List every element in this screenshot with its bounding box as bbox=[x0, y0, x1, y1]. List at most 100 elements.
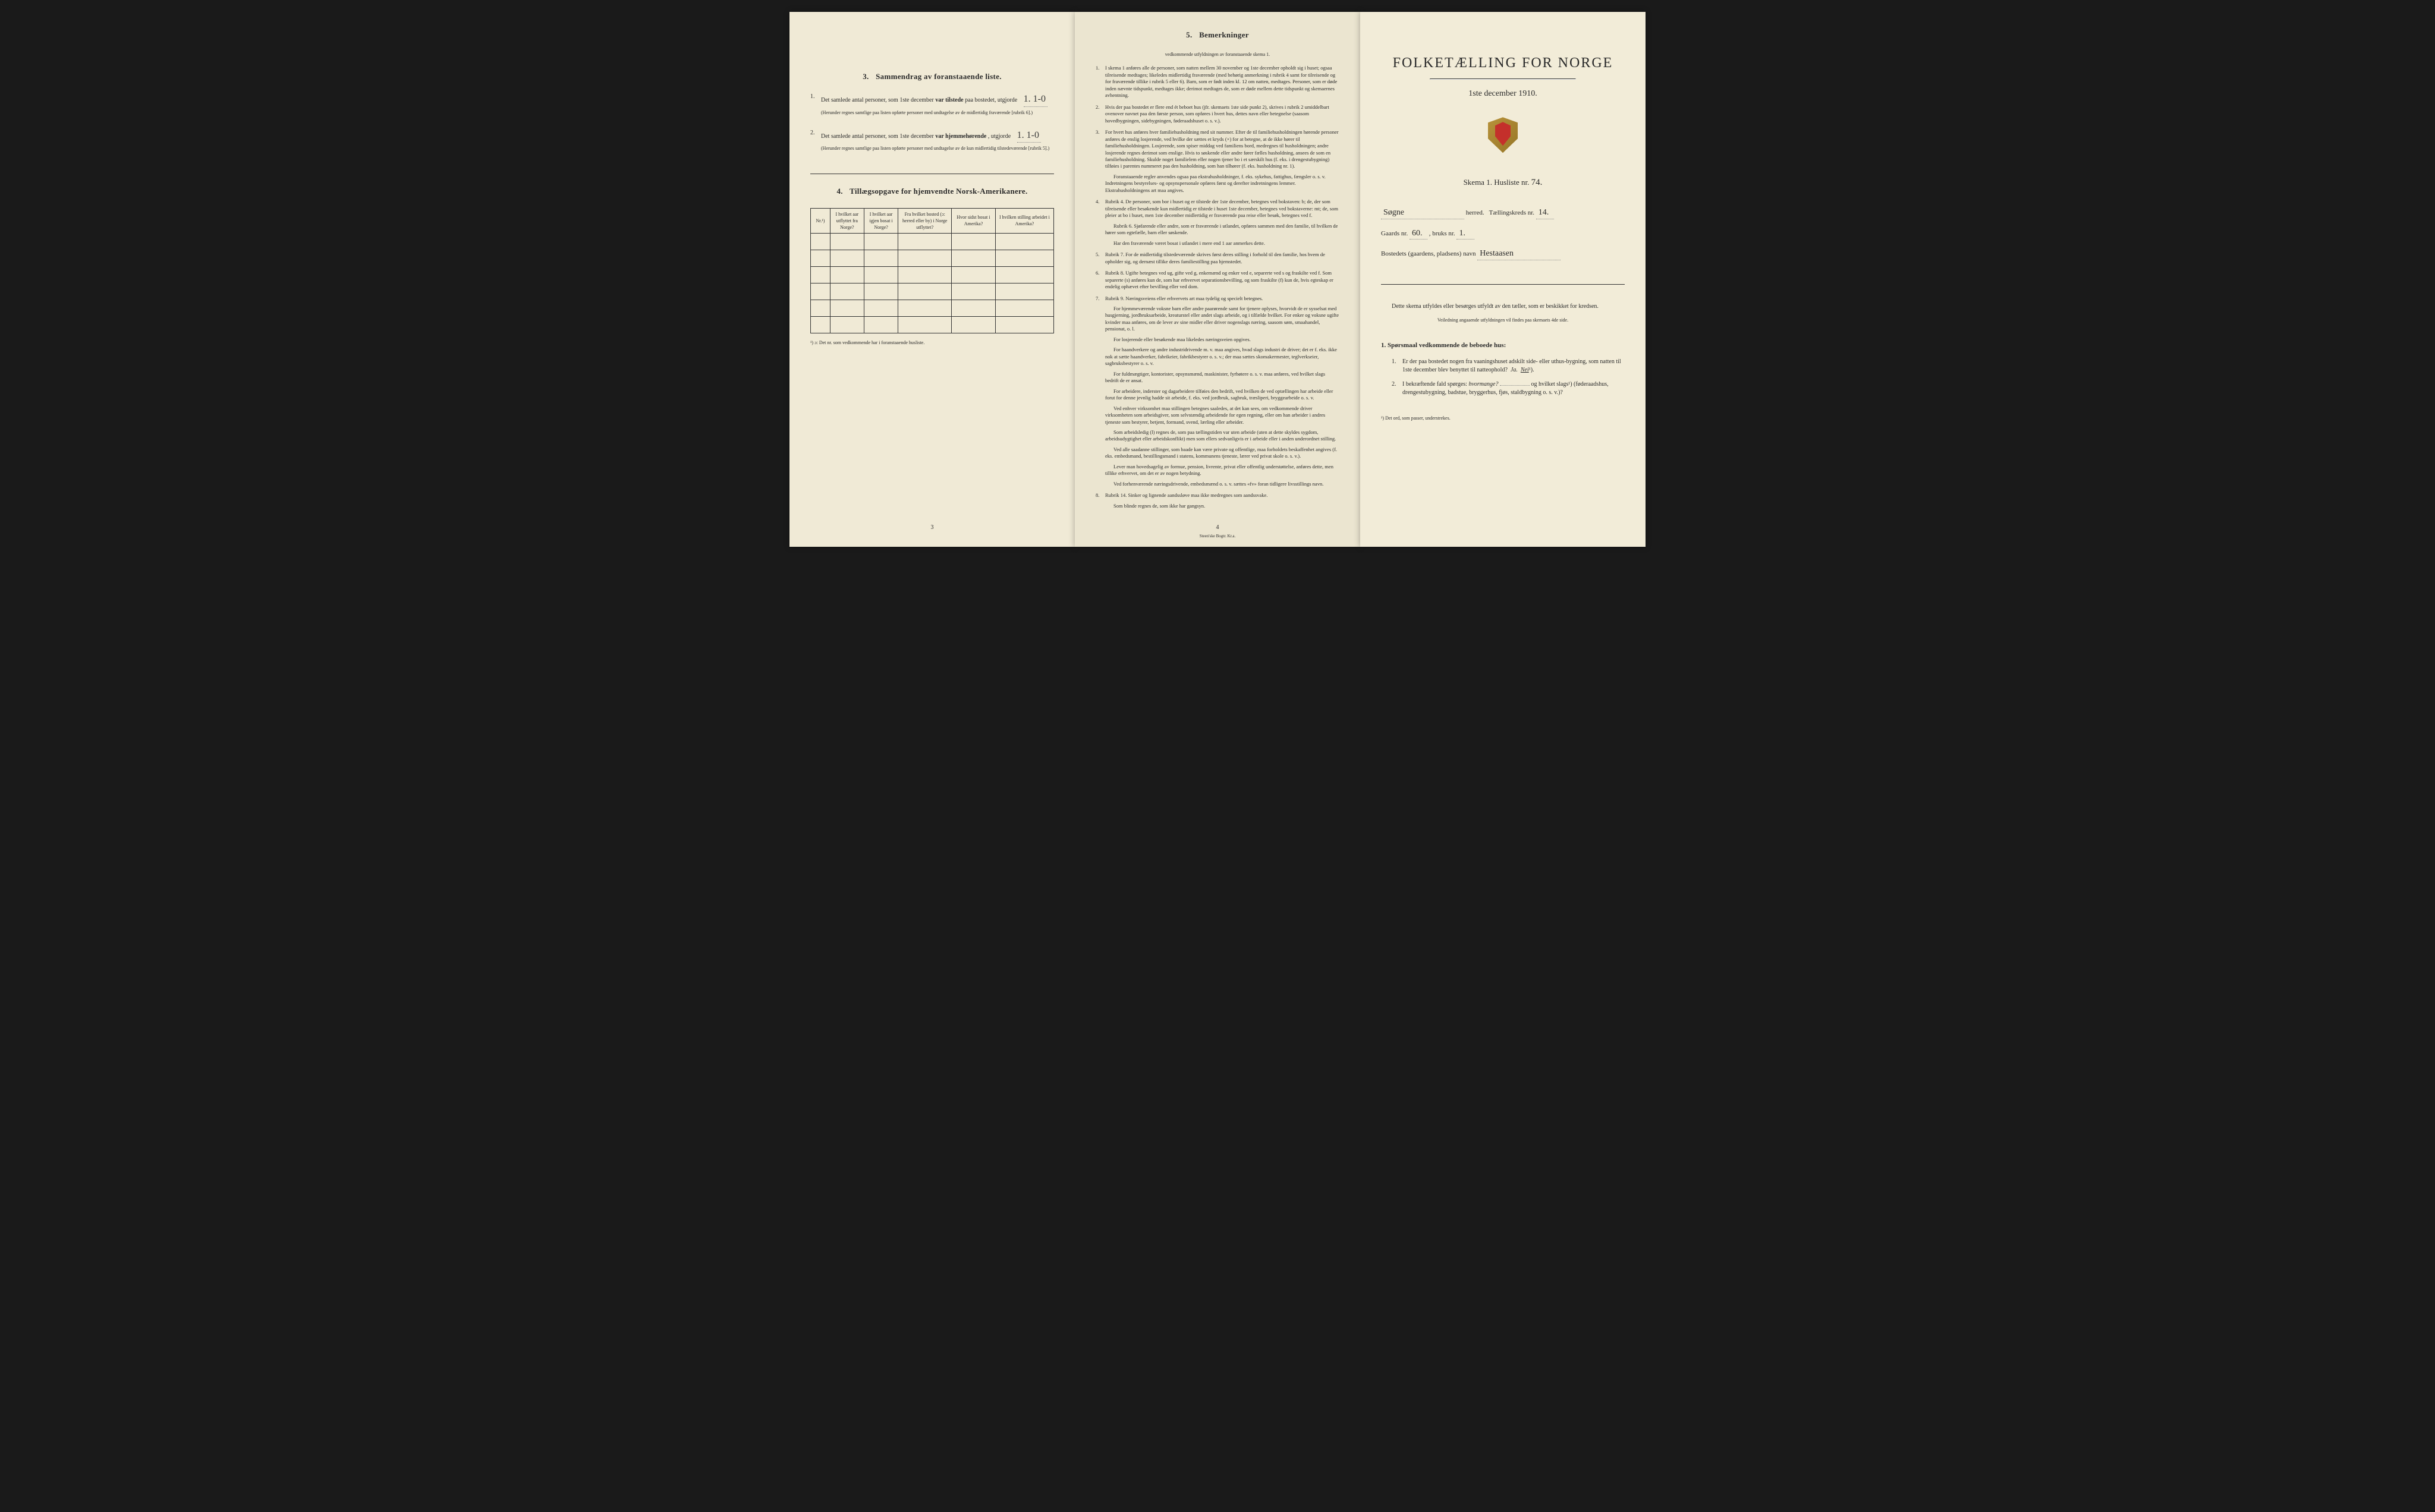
para: Rubrik 4. De personer, som bor i huset o… bbox=[1105, 199, 1338, 218]
handwritten-value: 1. 1-0 bbox=[1024, 93, 1047, 106]
item-text: Rubrik 9. Næringsveiens eller erhvervets… bbox=[1105, 295, 1339, 488]
item-text: Rubrik 4. De personer, som bor i huset o… bbox=[1105, 199, 1339, 247]
table-row bbox=[811, 267, 1054, 284]
sub-para: For haandverkere og andre industridriven… bbox=[1105, 346, 1339, 367]
text-bold: var tilstede bbox=[935, 97, 963, 103]
item-content: Det samlede antal personer, som 1ste dec… bbox=[821, 129, 1054, 159]
th-america: Hvor sidst bosat i Amerika? bbox=[952, 208, 996, 234]
table-row bbox=[811, 300, 1054, 317]
item-num: 2. bbox=[1392, 380, 1402, 397]
bruks-nr: 1. bbox=[1456, 228, 1474, 240]
th-occupation: I hvilken stilling arbeidet i Amerika? bbox=[995, 208, 1053, 234]
para: Rubrik 14. Sinker og lignende aandssløve… bbox=[1105, 492, 1267, 498]
remark-2: 2. Hvis der paa bostedet er flere end ét… bbox=[1096, 104, 1339, 124]
text-b: paa bostedet, utgjorde bbox=[965, 97, 1017, 103]
remark-7: 7. Rubrik 9. Næringsveiens eller erhverv… bbox=[1096, 295, 1339, 488]
remark-1: 1. I skema 1 anføres alle de personer, s… bbox=[1096, 65, 1339, 99]
page-cover: FOLKETÆLLING FOR NORGE 1ste december 191… bbox=[1360, 12, 1646, 547]
bosted-label: Bostedets (gaardens, pladsens) navn bbox=[1381, 250, 1476, 257]
gaards-row: Gaards nr. 60. , bruks nr. 1. bbox=[1381, 228, 1625, 240]
summary-item-2: 2. Det samlede antal personer, som 1ste … bbox=[810, 129, 1054, 159]
sub-para: Ved forhenværende næringsdrivende, embed… bbox=[1105, 481, 1339, 487]
sub-para: Som arbeidsledig (l) regnes de, som paa … bbox=[1105, 429, 1339, 443]
remark-8: 8. Rubrik 14. Sinker og lignende aandssl… bbox=[1096, 492, 1339, 509]
item-num: 1. bbox=[810, 93, 821, 123]
summary-item-1: 1. Det samlede antal personer, som 1ste … bbox=[810, 93, 1054, 123]
para: For hvert hus anføres hver familiehushol… bbox=[1105, 129, 1339, 169]
blank-field bbox=[1500, 385, 1530, 386]
item-content: Er der paa bostedet nogen fra vaaningshu… bbox=[1402, 358, 1625, 374]
th-from: Fra hvilket bosted (ɔ: herred eller by) … bbox=[898, 208, 952, 234]
small-instruction: Veiledning angaaende utfyldningen vil fi… bbox=[1381, 317, 1625, 323]
section-5-text: Bemerkninger bbox=[1199, 30, 1249, 39]
q-text-a: I bekræftende fald spørges: bbox=[1402, 381, 1467, 388]
table-row bbox=[811, 284, 1054, 300]
section-3-text: Sammendrag av foranstaaende liste. bbox=[876, 72, 1002, 81]
bosted-row: Bostedets (gaardens, pladsens) navn Hest… bbox=[1381, 248, 1625, 260]
kreds-label: Tællingskreds nr. bbox=[1489, 209, 1534, 216]
item-num: 2. bbox=[1096, 104, 1105, 124]
question-2: 2. I bekræftende fald spørges: hvormange… bbox=[1392, 380, 1625, 397]
section-4-num: 4. bbox=[836, 187, 842, 196]
section-5-title: 5. Bemerkninger bbox=[1096, 30, 1339, 40]
section-4-text: Tillægsopgave for hjemvendte Norsk-Ameri… bbox=[850, 187, 1027, 196]
item-num: 4. bbox=[1096, 199, 1105, 247]
main-title: FOLKETÆLLING FOR NORGE bbox=[1381, 53, 1625, 74]
printer-mark: Steen'ske Bogtr. Kr.a. bbox=[1200, 534, 1236, 540]
kreds-nr: 14. bbox=[1536, 207, 1554, 219]
item-num: 1. bbox=[1392, 358, 1402, 374]
page-number: 4 bbox=[1216, 524, 1219, 532]
sub-para: Ved alle saadanne stillinger, som baade … bbox=[1105, 446, 1339, 460]
gaards-nr: 60. bbox=[1410, 228, 1427, 240]
bosted-value: Hestaasen bbox=[1477, 248, 1561, 260]
fine-print: (Herunder regnes samtlige paa listen opf… bbox=[821, 145, 1054, 152]
question-1: 1. Er der paa bostedet nogen fra vaaning… bbox=[1392, 358, 1625, 374]
sub-para: Som blinde regnes de, som ikke har gangs… bbox=[1105, 503, 1339, 509]
item-text: I skema 1 anføres alle de personer, som … bbox=[1105, 65, 1339, 99]
handwritten-value: 1. 1-0 bbox=[1017, 129, 1041, 143]
text-a: Det samlede antal personer, som 1ste dec… bbox=[821, 133, 934, 140]
th-nr: Nr.¹) bbox=[811, 208, 830, 234]
th-year-back: I hvilket aar igjen bosat i Norge? bbox=[864, 208, 898, 234]
gaards-label: Gaards nr. bbox=[1381, 230, 1408, 237]
document-scan: 3. Sammendrag av foranstaaende liste. 1.… bbox=[789, 12, 1646, 547]
item-content: Det samlede antal personer, som 1ste dec… bbox=[821, 93, 1054, 123]
para: Rubrik 9. Næringsveiens eller erhvervets… bbox=[1105, 295, 1263, 301]
remark-4: 4. Rubrik 4. De personer, som bor i huse… bbox=[1096, 199, 1339, 247]
text-bold: var hjemmehørende bbox=[935, 133, 986, 140]
sub-para: Ved enhver virksomhet maa stillingen bet… bbox=[1105, 405, 1339, 426]
remark-6: 6. Rubrik 8. Ugifte betegnes ved ug, gif… bbox=[1096, 270, 1339, 290]
item-content: I bekræftende fald spørges: hvormange? o… bbox=[1402, 380, 1625, 397]
q-em: hvormange? bbox=[1468, 381, 1498, 388]
bruks-label: , bruks nr. bbox=[1429, 230, 1455, 237]
skema-line: Skema 1. Husliste nr. 74. bbox=[1381, 177, 1625, 189]
sub-para: Foranstaaende regler anvendes ogsaa paa … bbox=[1105, 174, 1339, 194]
sub-para: Rubrik 6. Sjøfarende eller andre, som er… bbox=[1105, 223, 1339, 237]
item-text: Rubrik 14. Sinker og lignende aandssløve… bbox=[1105, 492, 1339, 509]
page-number: 3 bbox=[931, 524, 934, 532]
item-num: 6. bbox=[1096, 270, 1105, 290]
item-text: Rubrik 7. For de midlertidig tilstedevær… bbox=[1105, 251, 1339, 265]
herred-row: Søgne herred. Tællingskreds nr. 14. bbox=[1381, 207, 1625, 219]
table-footnote: ¹) ɔ: Det nr. som vedkommende har i fora… bbox=[810, 339, 1054, 346]
item-num: 8. bbox=[1096, 492, 1105, 509]
text-a: Det samlede antal personer, som 1ste dec… bbox=[821, 97, 934, 103]
page-3: 3. Sammendrag av foranstaaende liste. 1.… bbox=[789, 12, 1075, 547]
section-3-title: 3. Sammendrag av foranstaaende liste. bbox=[810, 71, 1054, 82]
sub-para: For losjerende eller besøkende maa likel… bbox=[1105, 336, 1339, 343]
sub-para: Lever man hovedsagelig av formue, pensio… bbox=[1105, 464, 1339, 477]
sub-para: For hjemmeværende voksne barn eller andr… bbox=[1105, 305, 1339, 333]
divider bbox=[1381, 284, 1625, 285]
item-text: Hvis der paa bostedet er flere end ét be… bbox=[1105, 104, 1339, 124]
herred-value: Søgne bbox=[1381, 207, 1464, 219]
sub-para: For fuldmægtiger, kontorister, opsynsmæn… bbox=[1105, 371, 1339, 385]
page-4: 5. Bemerkninger vedkommende utfyldningen… bbox=[1075, 12, 1360, 547]
sub-para: For arbeidere, inderster og dagarbeidere… bbox=[1105, 388, 1339, 402]
item-num: 7. bbox=[1096, 295, 1105, 488]
section-5-num: 5. bbox=[1186, 30, 1192, 39]
th-year-out: I hvilket aar utflyttet fra Norge? bbox=[830, 208, 864, 234]
text-b: , utgjorde bbox=[988, 133, 1011, 140]
item-text: For hvert hus anføres hver familiehushol… bbox=[1105, 129, 1339, 194]
questions-intro: 1. Spørsmaal vedkommende de beboede hus: bbox=[1381, 341, 1625, 350]
section-4-title: 4. Tillægsopgave for hjemvendte Norsk-Am… bbox=[810, 186, 1054, 197]
